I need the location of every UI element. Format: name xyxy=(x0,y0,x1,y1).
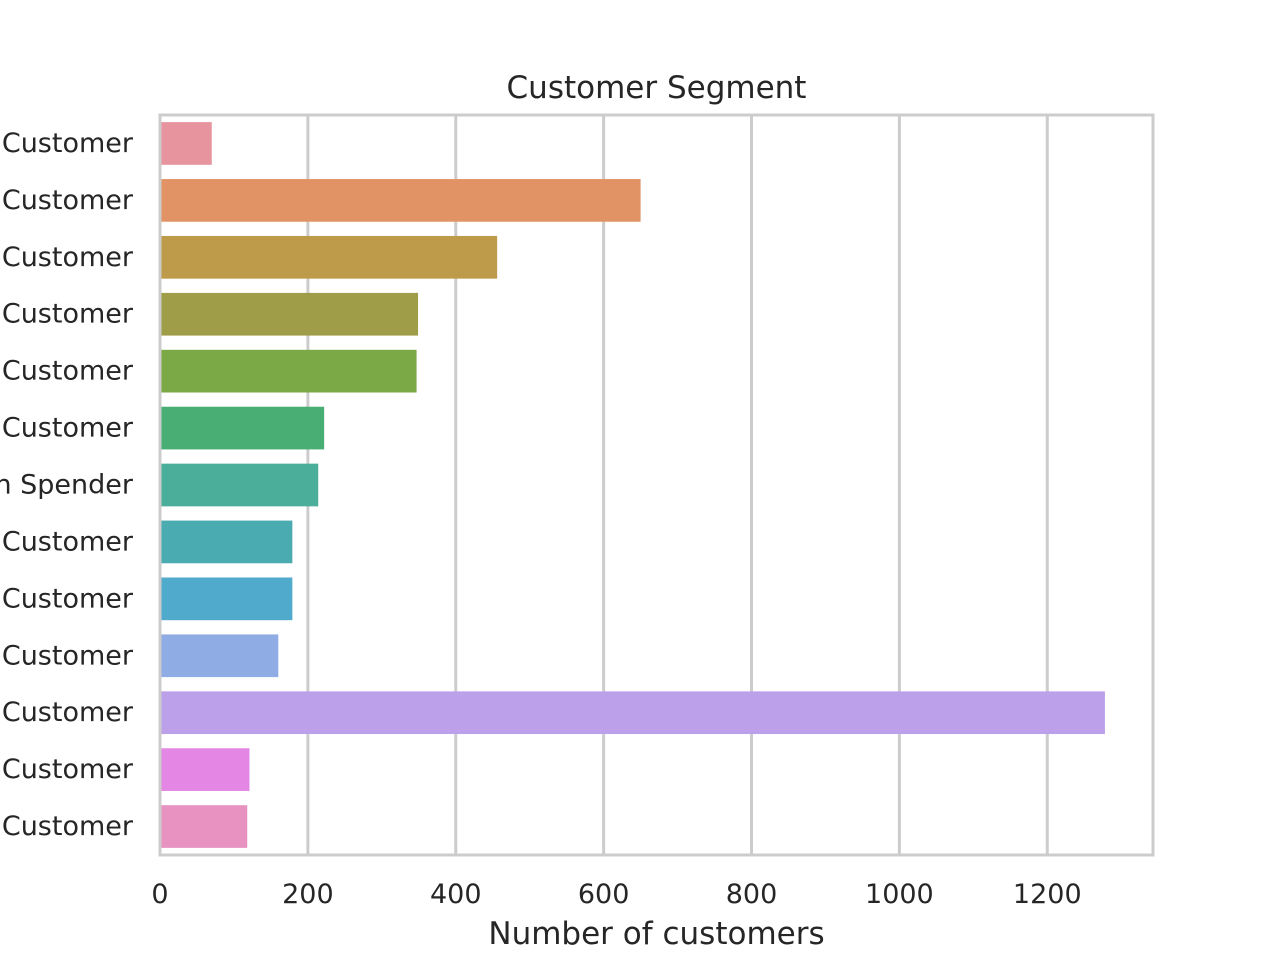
bar xyxy=(160,634,279,678)
bar xyxy=(160,179,641,222)
y-tick-label: Customer xyxy=(2,697,134,728)
x-axis-label: Number of customers xyxy=(488,916,824,952)
y-tick-label: Customer xyxy=(2,299,134,330)
x-tick-label: 600 xyxy=(578,879,630,910)
bar xyxy=(160,349,417,393)
bars xyxy=(160,122,1105,848)
y-tick-label: Customer xyxy=(2,583,134,614)
x-tick-label: 200 xyxy=(282,879,334,910)
bar xyxy=(160,748,250,791)
x-tick-label: 0 xyxy=(151,879,168,910)
plot-frame xyxy=(158,113,1155,857)
x-tick-label: 1000 xyxy=(865,879,934,910)
x-tick-label: 400 xyxy=(430,879,482,910)
bar xyxy=(160,122,212,165)
y-tick-label: Customer xyxy=(2,526,134,557)
bar xyxy=(160,577,293,621)
bar xyxy=(160,520,293,564)
x-tick-labels: 0 200 400 600 800 1000 1200 xyxy=(151,879,1081,910)
y-tick-label: Customer xyxy=(2,128,134,159)
bar xyxy=(160,691,1105,735)
bar xyxy=(160,805,248,848)
chart-title: Customer Segment xyxy=(507,70,807,106)
y-tick-label: Customer xyxy=(2,640,134,671)
x-tick-label: 1200 xyxy=(1013,879,1082,910)
bar xyxy=(160,292,419,336)
x-tick-label: 800 xyxy=(726,879,778,910)
y-tick-label: Customer xyxy=(2,811,134,842)
y-tick-label: Customer xyxy=(2,754,134,785)
y-tick-label: Customer xyxy=(2,185,134,216)
y-tick-label: n Spender xyxy=(0,470,134,501)
bar xyxy=(160,406,325,450)
y-tick-label: Customer xyxy=(2,242,134,273)
y-tick-label: Customer xyxy=(2,356,134,387)
y-tick-label: Customer xyxy=(2,413,134,444)
bar xyxy=(160,235,498,279)
bar xyxy=(160,463,319,507)
y-tick-labels: Customer Customer Customer Customer Customer… xyxy=(0,128,134,842)
